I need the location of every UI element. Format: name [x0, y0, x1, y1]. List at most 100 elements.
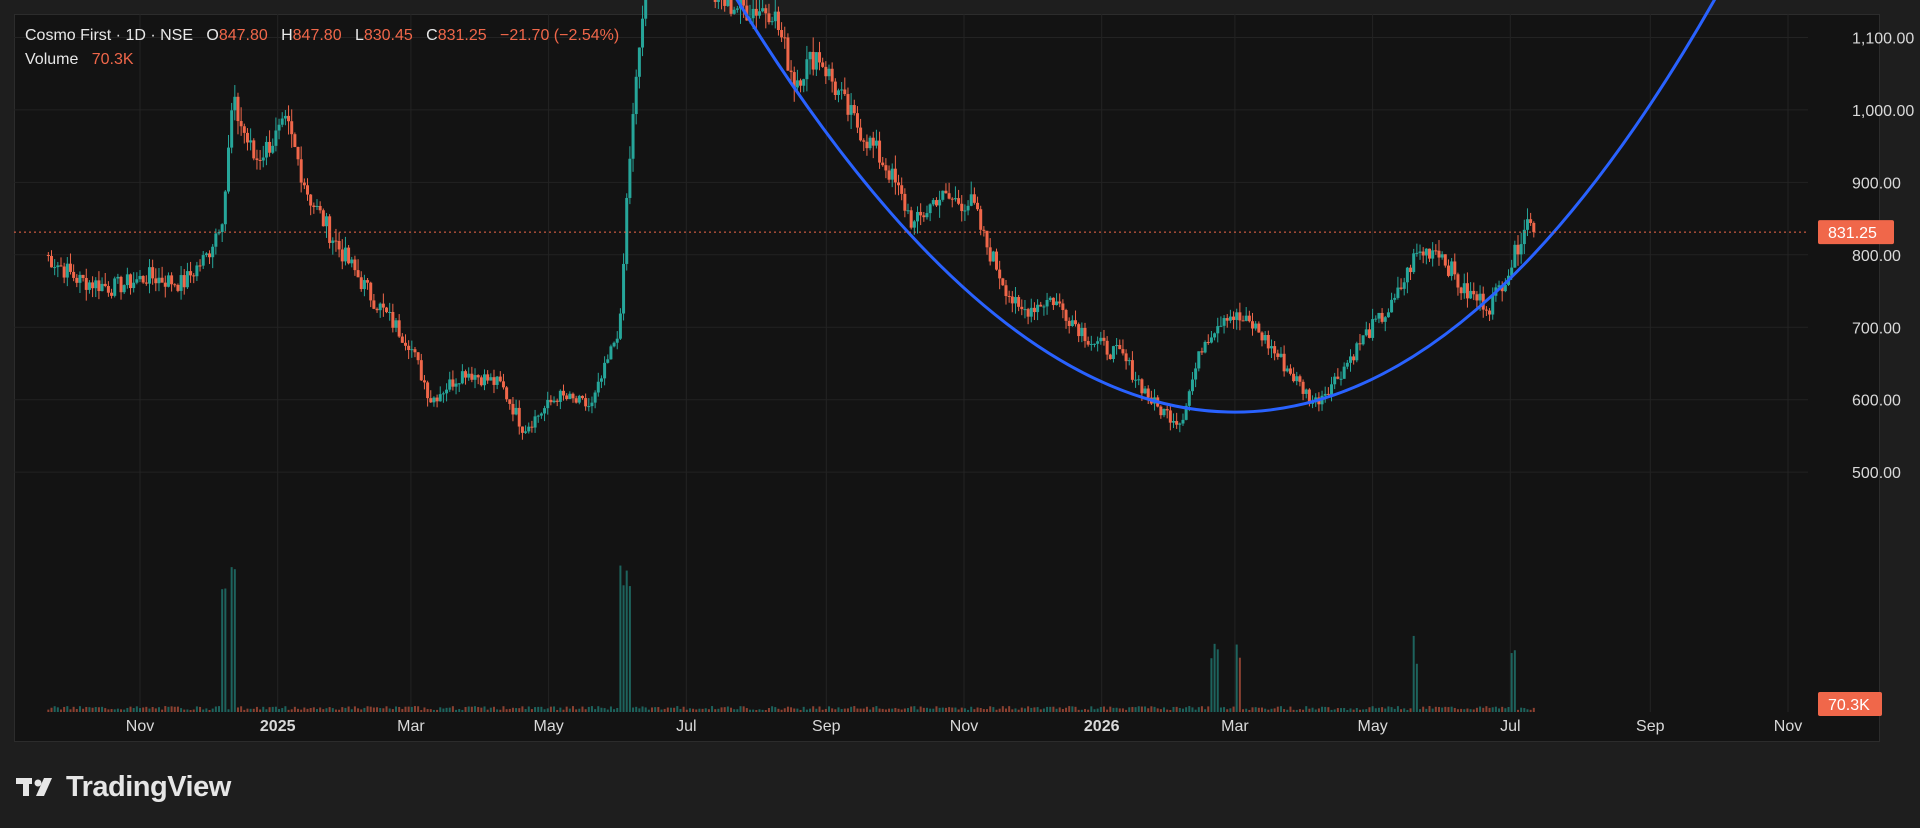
time-tick-label: 2025	[260, 718, 296, 735]
volume-bar	[1194, 709, 1197, 712]
volume-bar	[1084, 708, 1087, 712]
candle-body	[944, 190, 948, 194]
volume-bar	[600, 707, 603, 712]
candle-body	[881, 162, 885, 166]
candle-body	[615, 338, 619, 343]
volume-bar	[758, 709, 761, 712]
candle-body	[536, 415, 540, 417]
candle-body	[1168, 410, 1172, 423]
candle-body	[274, 130, 278, 146]
volume-bar	[1532, 707, 1535, 712]
candle-body	[915, 211, 919, 222]
price-candles	[46, 0, 1536, 440]
candle-body	[811, 51, 815, 70]
volume-bar	[660, 709, 663, 712]
volume-bar	[1501, 706, 1504, 712]
candle-body	[432, 397, 436, 403]
candle-body	[530, 426, 534, 428]
volume-bar	[1197, 707, 1200, 712]
candle-body	[909, 210, 913, 228]
candle-body	[46, 254, 50, 256]
volume-bar	[123, 709, 126, 712]
volume-bar	[568, 708, 571, 712]
volume-bar	[1169, 709, 1172, 712]
volume-bar	[363, 707, 366, 712]
candle-body	[78, 274, 82, 283]
volume-bar	[584, 709, 587, 712]
volume-bar	[1371, 706, 1374, 712]
candle-body	[1102, 337, 1106, 341]
volume-bar	[865, 706, 868, 712]
rounding-bottom-curve[interactable]	[673, 0, 1761, 414]
volume-bar	[464, 706, 467, 712]
candle-body	[505, 387, 509, 400]
volume-bar	[107, 709, 110, 712]
volume-bars	[47, 565, 1535, 712]
volume-bar	[1346, 709, 1349, 712]
candle-body	[1465, 283, 1469, 299]
volume-bar	[439, 707, 442, 712]
candle-body	[501, 381, 505, 388]
volume-bar	[1475, 707, 1478, 712]
volume-bar	[315, 709, 318, 712]
volume-bar	[293, 706, 296, 712]
volume-bar	[856, 708, 859, 712]
volume-bar	[502, 706, 505, 712]
candle-body	[1276, 353, 1280, 357]
candle-body	[489, 377, 493, 381]
volume-bar	[524, 709, 527, 712]
candle-body	[324, 216, 328, 227]
volume-bar	[530, 709, 533, 712]
candle-body	[824, 66, 828, 77]
volume-bar	[306, 708, 309, 712]
candle-body	[539, 413, 543, 416]
price-tick-label: 1,100.00	[1852, 30, 1914, 47]
volume-bar	[173, 706, 176, 712]
volume-bar	[575, 709, 578, 712]
volume-bar	[948, 707, 951, 712]
volume-bar	[1390, 707, 1393, 712]
volume-bar	[1011, 709, 1014, 712]
candle-body	[1475, 294, 1479, 301]
volume-bar	[132, 707, 135, 712]
volume-bar	[195, 706, 198, 712]
symbol-title[interactable]: Cosmo First · 1D · NSE	[25, 27, 194, 44]
volume-bar	[925, 707, 928, 712]
candle-body	[1292, 373, 1296, 382]
candle-body	[1352, 356, 1356, 361]
chart-panel[interactable]	[14, 14, 1880, 742]
candle-body	[612, 342, 616, 347]
candle-body	[1383, 317, 1387, 322]
volume-bar	[1330, 709, 1333, 712]
volume-bar	[1415, 663, 1418, 712]
candle-body	[1446, 265, 1450, 276]
volume-bar	[846, 708, 849, 712]
volume-bar	[635, 706, 638, 712]
candle-body	[833, 81, 837, 96]
volume-bar	[1513, 650, 1516, 712]
volume-bar	[309, 708, 312, 712]
volume-bar	[1450, 706, 1453, 712]
candle-body	[1197, 351, 1201, 369]
last-volume-value: 70.3K	[1828, 697, 1870, 714]
volume-bar	[66, 706, 69, 712]
volume-bar	[1333, 709, 1336, 712]
candle-body	[871, 137, 875, 146]
brand-footer[interactable]: TradingView	[16, 770, 231, 804]
candle-body	[1140, 379, 1144, 394]
volume-bar	[1223, 707, 1226, 712]
candle-body	[163, 282, 167, 287]
candle-body	[1121, 349, 1125, 354]
volume-bar	[1242, 709, 1245, 712]
volume-bar	[796, 708, 799, 712]
candle-body	[328, 216, 332, 243]
candle-body	[830, 68, 834, 82]
volume-bar	[733, 709, 736, 712]
time-tick-label: Mar	[397, 718, 425, 735]
volume-bar	[455, 709, 458, 712]
candle-body	[1238, 312, 1242, 321]
volume-bar	[1523, 708, 1526, 712]
volume-bar	[619, 565, 622, 712]
volume-bar	[1286, 709, 1289, 712]
